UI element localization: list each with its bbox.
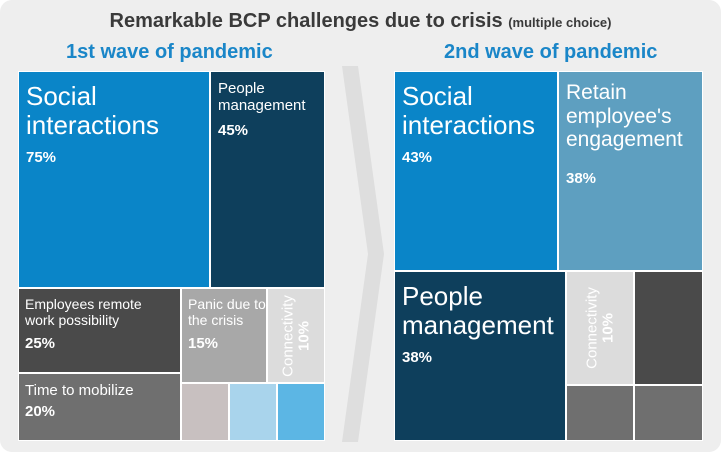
title-text: Remarkable BCP challenges due to crisis — [109, 10, 503, 32]
tile-label: Retain employee's engagement — [566, 81, 683, 152]
wave1-tile-unlabeled-2 — [229, 383, 277, 441]
wave1-title: 1st wave of pandemic — [66, 41, 273, 63]
wave2-title: 2nd wave of pandemic — [444, 41, 658, 63]
wave2-tile-unlabeled-3 — [634, 385, 703, 441]
tile-value: 10% — [599, 312, 616, 344]
tile-label: Time to mobilize — [25, 382, 134, 399]
tile-value: 10% — [295, 320, 312, 351]
tile-label: Connectivity — [279, 294, 297, 377]
wave2-tile-people-management: People management 38% — [394, 271, 566, 441]
wave2-tile-retain-engagement: Retain employee's engagement 38% — [558, 71, 703, 271]
wave2-tile-unlabeled-2 — [566, 385, 634, 441]
tile-label-vertical: Connectivity 10% — [583, 287, 616, 369]
tile-label: Employees remote work possibility — [25, 296, 142, 328]
tile-value: 25% — [25, 335, 56, 352]
tile-value: 75% — [26, 149, 57, 166]
arrow-icon — [342, 66, 384, 442]
wave2-tile-social-interactions: Social interactions 43% — [394, 71, 558, 271]
tile-value: 43% — [402, 149, 433, 166]
tile-value: 38% — [566, 170, 597, 187]
wave1-tile-connectivity: Connectivity 10% — [267, 288, 325, 383]
tile-label-vertical: Connectivity 10% — [279, 294, 312, 377]
title-subtitle: (multiple choice) — [508, 15, 612, 30]
wave2-tile-unlabeled-1 — [634, 271, 703, 385]
wave1-tile-social-interactions: Social interactions 75% — [18, 71, 210, 288]
wave1-tile-panic: Panic due to the crisis 15% — [181, 288, 267, 383]
tile-label: Connectivity — [583, 287, 601, 369]
wave1-tile-people-management: People management 45% — [210, 71, 325, 288]
wave1-tile-time-to-mobilize: Time to mobilize 20% — [18, 373, 181, 441]
chart-title: Remarkable BCP challenges due to crisis … — [0, 10, 721, 33]
tile-value: 38% — [402, 349, 433, 366]
tile-value: 15% — [188, 335, 219, 352]
wave2-tile-connectivity: Connectivity 10% — [566, 271, 634, 385]
wave1-tile-remote-work: Employees remote work possibility 25% — [18, 288, 181, 373]
wave1-tile-unlabeled-3 — [277, 383, 325, 441]
wave1-tile-unlabeled-1 — [181, 383, 229, 441]
tile-label: Panic due to the crisis — [188, 296, 266, 328]
tile-label: People management — [402, 281, 554, 341]
tile-label: People management — [218, 80, 306, 114]
tile-label: Social interactions — [402, 81, 535, 141]
tile-value: 20% — [25, 403, 56, 420]
tile-value: 45% — [218, 122, 249, 139]
arrow-shape — [342, 66, 384, 442]
tile-label: Social interactions — [26, 81, 159, 141]
